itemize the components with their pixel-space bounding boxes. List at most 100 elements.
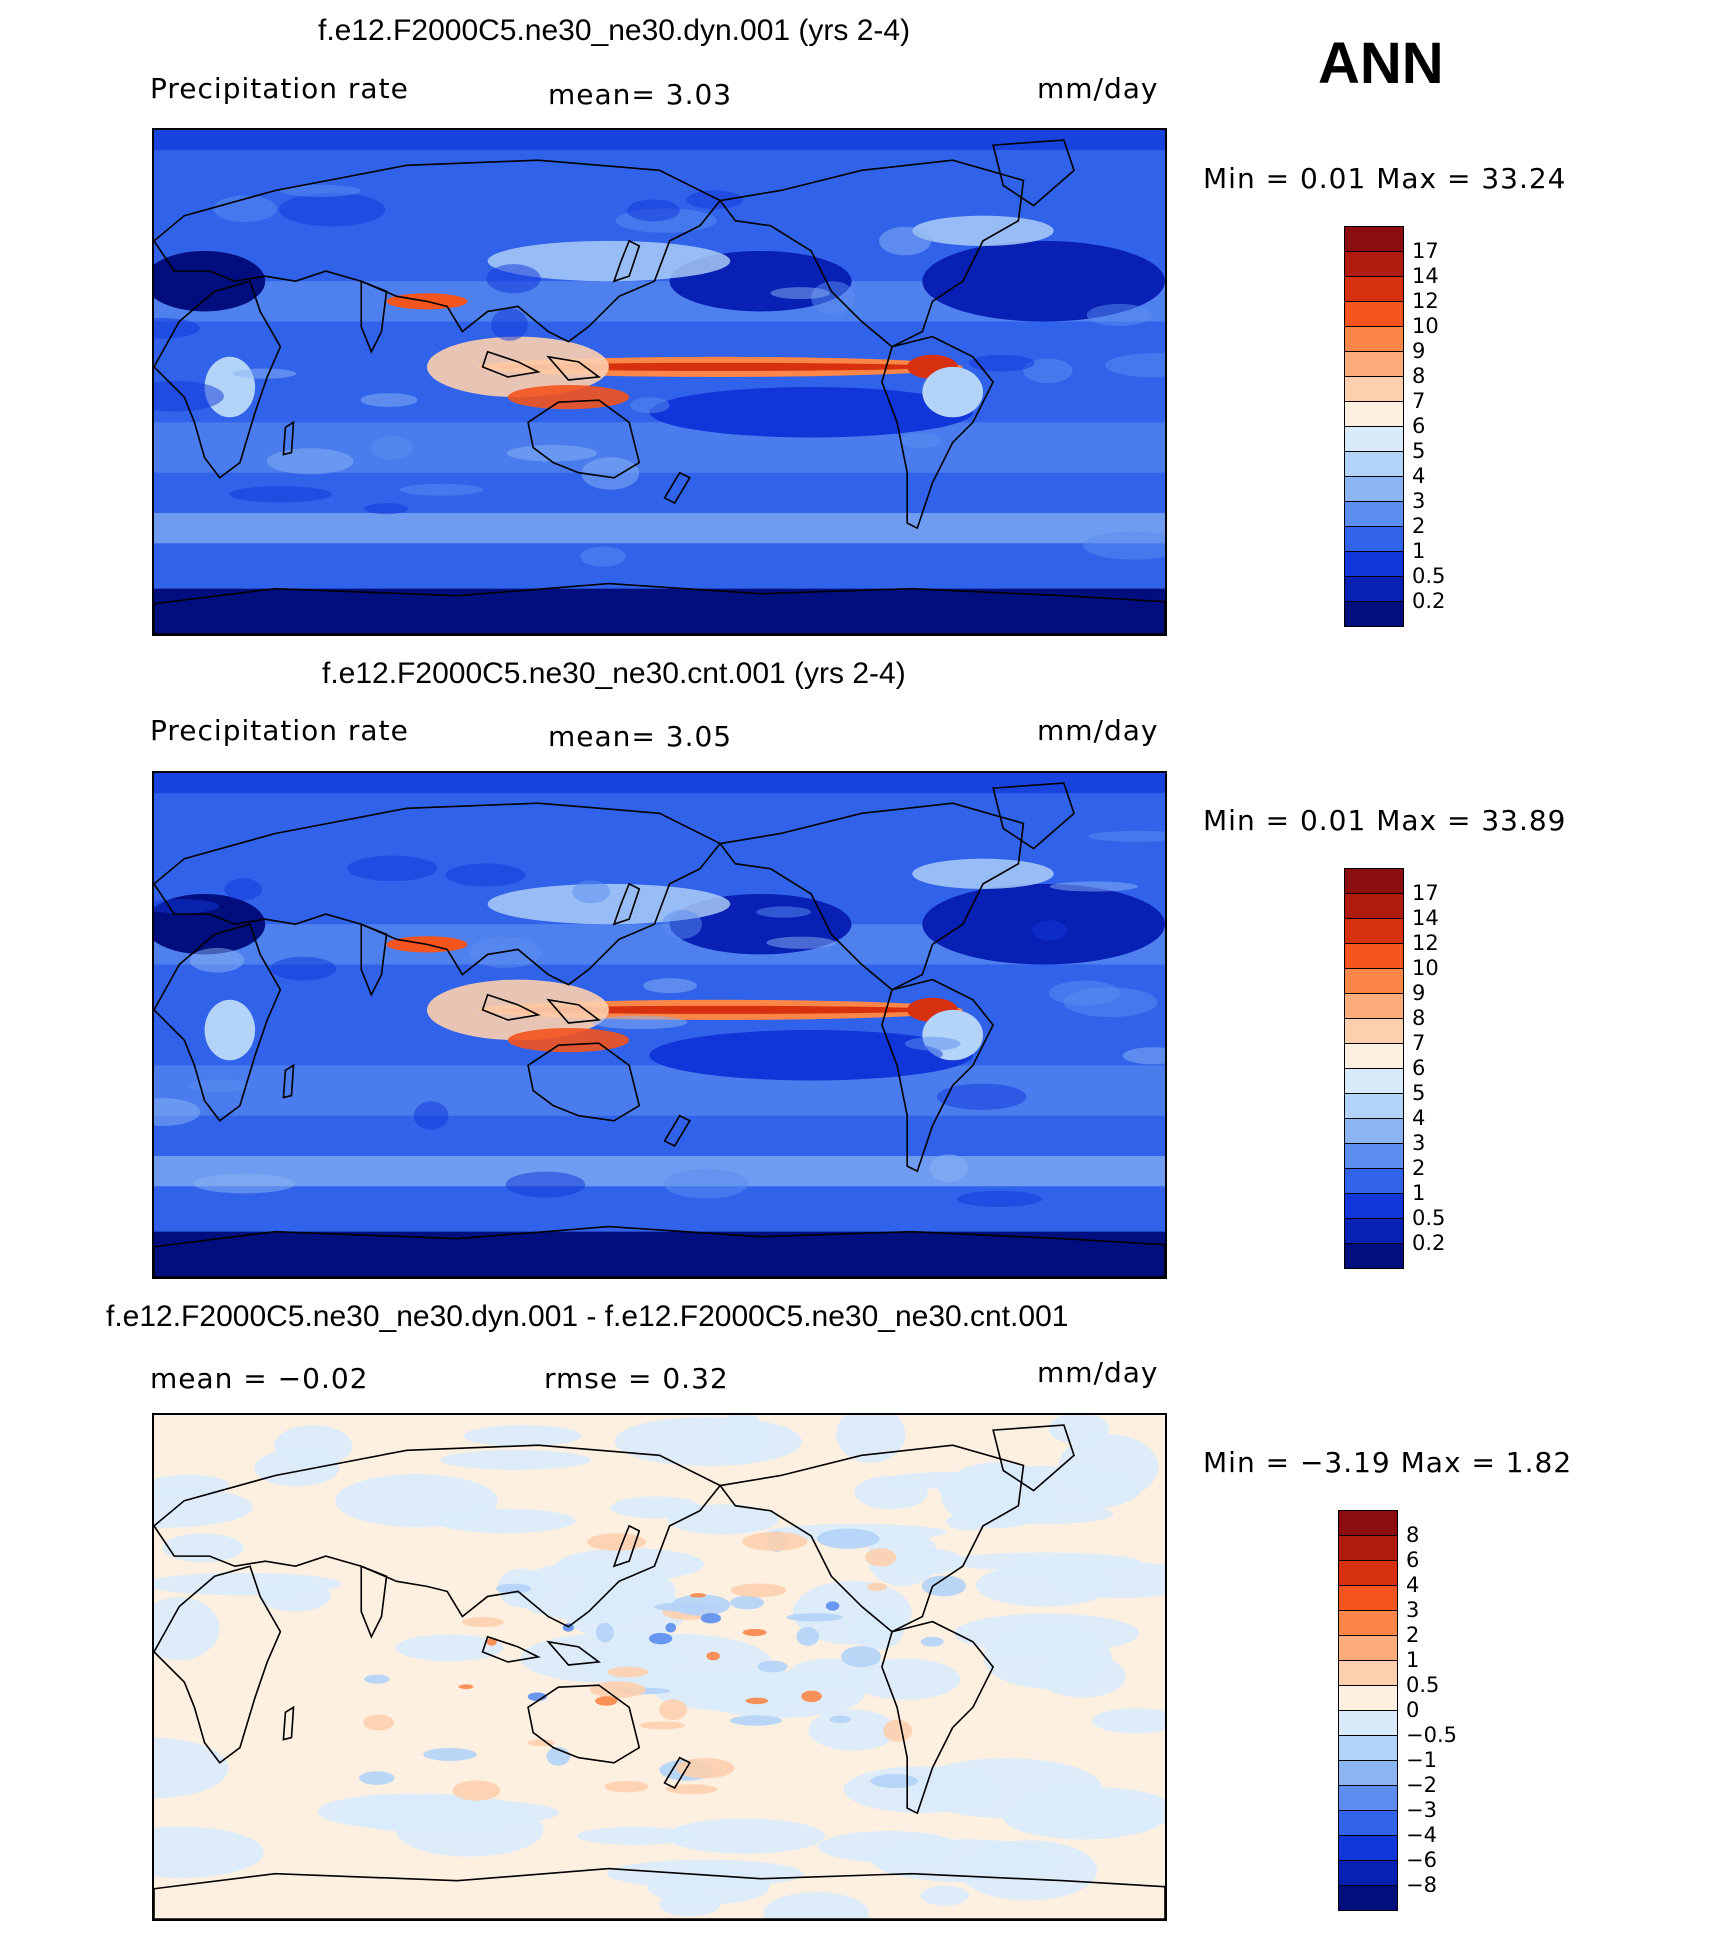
colorbar-cell [1338, 1610, 1398, 1636]
colorbar-cell [1338, 1760, 1398, 1786]
colorbar-cell [1344, 251, 1404, 277]
colorbar-cell [1344, 426, 1404, 452]
colorbar-cell [1344, 868, 1404, 894]
colorbar-cell [1344, 276, 1404, 302]
colorbar-tick-label: −2 [1406, 1773, 1437, 1797]
colorbar-tick-label: 0.5 [1412, 1206, 1446, 1230]
colorbar-tick-label: 3 [1412, 489, 1426, 513]
colorbar-cell [1338, 1685, 1398, 1711]
panel-1-colorbar: 17 14 12 10 9 8 7 6 5 4 3 2 1 0.5 0.2 [1344, 226, 1445, 627]
colorbar-cell [1344, 301, 1404, 327]
colorbar-cell [1344, 918, 1404, 944]
colorbar-tick-label: −0.5 [1406, 1723, 1457, 1747]
colorbar-cell [1344, 476, 1404, 502]
colorbar-tick-label: 6 [1412, 414, 1426, 438]
panel-3-minmax: Min = −3.19 Max = 1.82 [1203, 1446, 1573, 1479]
colorbar-tick-label: 1 [1412, 1181, 1426, 1205]
panel-2-minmax: Min = 0.01 Max = 33.89 [1203, 804, 1567, 837]
panel-3-mean-label: mean = −0.02 [150, 1362, 369, 1395]
colorbar-cell [1344, 576, 1404, 602]
colorbar-tick-label: 1 [1406, 1648, 1420, 1672]
colorbar-cell [1344, 501, 1404, 527]
colorbar-tick-label: 2 [1412, 514, 1426, 538]
colorbar-tick-label: 14 [1412, 906, 1439, 930]
panel-1-title: f.e12.F2000C5.ne30_ne30.dyn.001 (yrs 2-4… [318, 14, 911, 47]
panel-3-rmse-label: rmse = 0.32 [544, 1362, 729, 1395]
colorbar-tick-label: −4 [1406, 1823, 1437, 1847]
panel-1-minmax: Min = 0.01 Max = 33.24 [1203, 162, 1567, 195]
colorbar-cell [1338, 1510, 1398, 1536]
colorbar-cell [1344, 376, 1404, 402]
panel-2-mean-label: mean= 3.05 [548, 720, 733, 753]
colorbar-tick-label: 4 [1412, 464, 1426, 488]
colorbar-tick-label: 4 [1412, 1106, 1426, 1130]
colorbar-cell [1344, 1243, 1404, 1269]
colorbar-tick-label: 5 [1412, 1081, 1426, 1105]
colorbar-tick-label: 5 [1412, 439, 1426, 463]
colorbar-tick-label: 8 [1412, 364, 1426, 388]
panel-2-variable-label: Precipitation rate [150, 714, 409, 747]
panel-2-units-label: mm/day [1037, 714, 1159, 747]
colorbar-tick-label: −6 [1406, 1848, 1437, 1872]
colorbar-tick-label: 10 [1412, 314, 1439, 338]
colorbar-tick-label: −8 [1406, 1873, 1437, 1897]
colorbar-tick-label: 17 [1412, 239, 1439, 263]
colorbar-cell [1344, 226, 1404, 252]
colorbar-cell [1344, 1018, 1404, 1044]
colorbar-tick-label: 9 [1412, 981, 1426, 1005]
colorbar-tick-label: 6 [1412, 1056, 1426, 1080]
colorbar-cell [1344, 551, 1404, 577]
colorbar-cell [1344, 326, 1404, 352]
colorbar-cell [1338, 1860, 1398, 1886]
colorbar-cell [1338, 1835, 1398, 1861]
colorbar-cell [1338, 1535, 1398, 1561]
colorbar-tick-label: 0.5 [1406, 1673, 1440, 1697]
colorbar-tick-label: 2 [1412, 1156, 1426, 1180]
colorbar-cell [1344, 993, 1404, 1019]
colorbar-cell [1338, 1810, 1398, 1836]
colorbar-tick-label: −3 [1406, 1798, 1437, 1822]
colorbar-cell [1338, 1660, 1398, 1686]
colorbar-tick-label: 0.5 [1412, 564, 1446, 588]
colorbar-tick-label: 0 [1406, 1698, 1420, 1722]
colorbar-tick-label: 14 [1412, 264, 1439, 288]
colorbar-cell [1344, 526, 1404, 552]
season-label: ANN [1318, 31, 1444, 96]
colorbar-cell [1338, 1885, 1398, 1911]
panel-3-units-label: mm/day [1037, 1356, 1159, 1389]
colorbar-tick-label: 3 [1406, 1598, 1420, 1622]
colorbar-tick-label: 7 [1412, 389, 1426, 413]
colorbar-cell [1344, 1143, 1404, 1169]
colorbar-cell [1344, 351, 1404, 377]
colorbar-cell [1338, 1635, 1398, 1661]
colorbar-cell [1338, 1735, 1398, 1761]
colorbar-cell [1344, 943, 1404, 969]
colorbar-cell [1338, 1560, 1398, 1586]
colorbar-tick-label: 6 [1406, 1548, 1420, 1572]
colorbar-cell [1338, 1785, 1398, 1811]
colorbar-cell [1344, 1193, 1404, 1219]
colorbar-tick-label: 10 [1412, 956, 1439, 980]
colorbar-cell [1344, 1093, 1404, 1119]
colorbar-tick-label: 17 [1412, 881, 1439, 905]
panel-2-title: f.e12.F2000C5.ne30_ne30.cnt.001 (yrs 2-4… [322, 657, 906, 690]
colorbar-tick-label: 4 [1406, 1573, 1420, 1597]
panel-2-map [152, 771, 1167, 1279]
panel-1-map [152, 128, 1167, 636]
colorbar-tick-label: 1 [1412, 539, 1426, 563]
colorbar-tick-label: 3 [1412, 1131, 1426, 1155]
panel-3-colorbar: 8 6 4 3 2 1 0.5 0 −0.5 −1 −2 −3 −4 −6 −8 [1338, 1510, 1457, 1911]
panel-3-map [152, 1413, 1167, 1921]
colorbar-tick-label: 8 [1406, 1523, 1420, 1547]
panel-3-title: f.e12.F2000C5.ne30_ne30.dyn.001 - f.e12.… [106, 1300, 1069, 1333]
colorbar-cell [1344, 968, 1404, 994]
colorbar-tick-label: 2 [1406, 1623, 1420, 1647]
colorbar-cell [1344, 1043, 1404, 1069]
colorbar-cell [1344, 601, 1404, 627]
colorbar-tick-label: −1 [1406, 1748, 1437, 1772]
colorbar-cell [1344, 1068, 1404, 1094]
colorbar-cell [1344, 1118, 1404, 1144]
panel-1-mean-label: mean= 3.03 [548, 78, 733, 111]
panel-1-variable-label: Precipitation rate [150, 72, 409, 105]
colorbar-tick-label: 9 [1412, 339, 1426, 363]
